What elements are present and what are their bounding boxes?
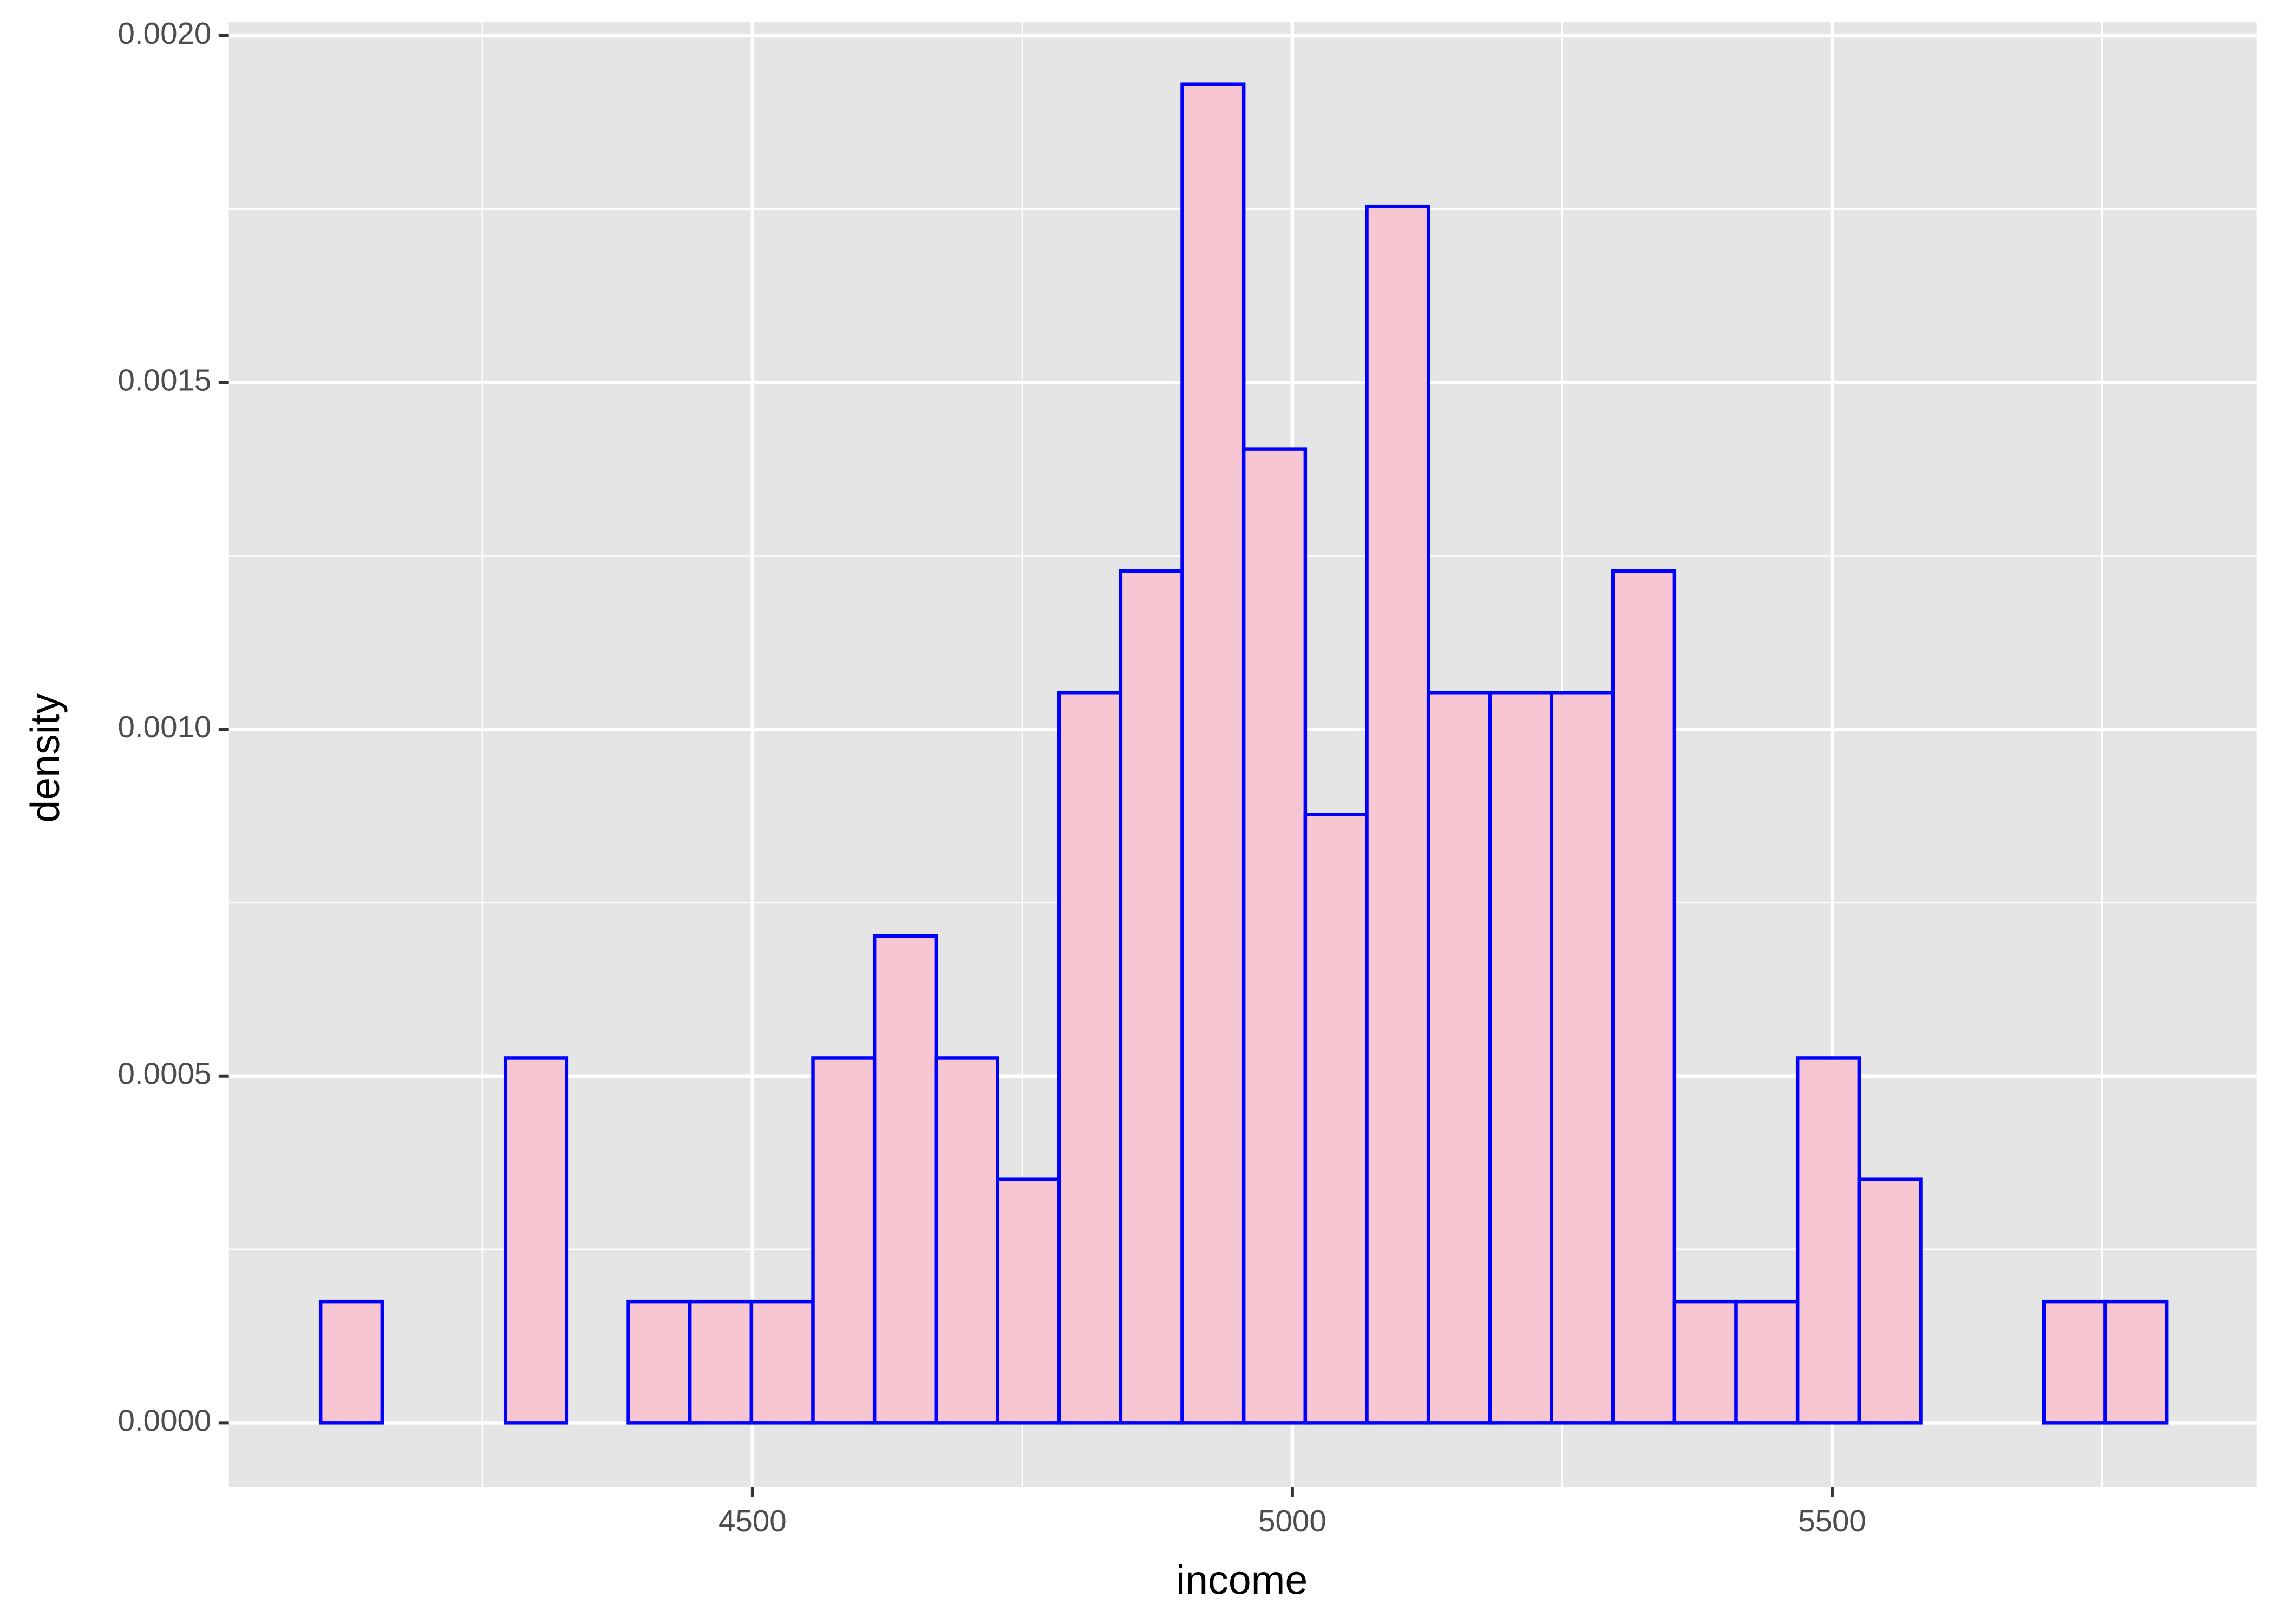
- x-tick-label: 5500: [1798, 1504, 1866, 1538]
- bars: [318, 82, 2169, 1425]
- bar: [1365, 204, 1430, 1425]
- bar: [1303, 813, 1369, 1425]
- bar: [1426, 691, 1492, 1425]
- bar: [1488, 691, 1553, 1425]
- bar: [934, 1056, 999, 1425]
- bar: [2042, 1299, 2107, 1425]
- bar: [1857, 1177, 1923, 1425]
- bar: [749, 1299, 815, 1425]
- y-tick-label: 0.0000: [118, 1403, 212, 1437]
- bar: [872, 934, 938, 1425]
- bar: [318, 1299, 384, 1425]
- y-axis-title: density: [22, 693, 68, 823]
- bar: [996, 1177, 1061, 1425]
- bar: [811, 1056, 877, 1425]
- y-tick-label: 0.0010: [118, 710, 212, 744]
- bar: [1672, 1299, 1738, 1425]
- axes: 0.0000 0.0005 0.0010 0.0015 0.0020 4500 5000 55…: [118, 16, 1866, 1538]
- y-tick-label: 0.0015: [118, 363, 212, 397]
- x-tick-label: 4500: [718, 1504, 787, 1538]
- bar: [1241, 447, 1308, 1425]
- bar: [2103, 1299, 2169, 1425]
- bar: [1734, 1299, 1800, 1425]
- bar: [503, 1056, 569, 1425]
- bar: [1795, 1056, 1861, 1425]
- bar: [688, 1299, 754, 1425]
- bar: [1057, 691, 1123, 1425]
- bar: [1119, 569, 1184, 1425]
- y-tick-label: 0.0020: [118, 16, 212, 50]
- x-tick-label: 5000: [1258, 1504, 1327, 1538]
- bar: [1180, 82, 1246, 1425]
- bar: [1550, 691, 1615, 1425]
- bar: [626, 1299, 692, 1425]
- x-axis-title: income: [1176, 1557, 1308, 1603]
- y-tick-label: 0.0005: [118, 1057, 212, 1091]
- bar: [1611, 569, 1677, 1425]
